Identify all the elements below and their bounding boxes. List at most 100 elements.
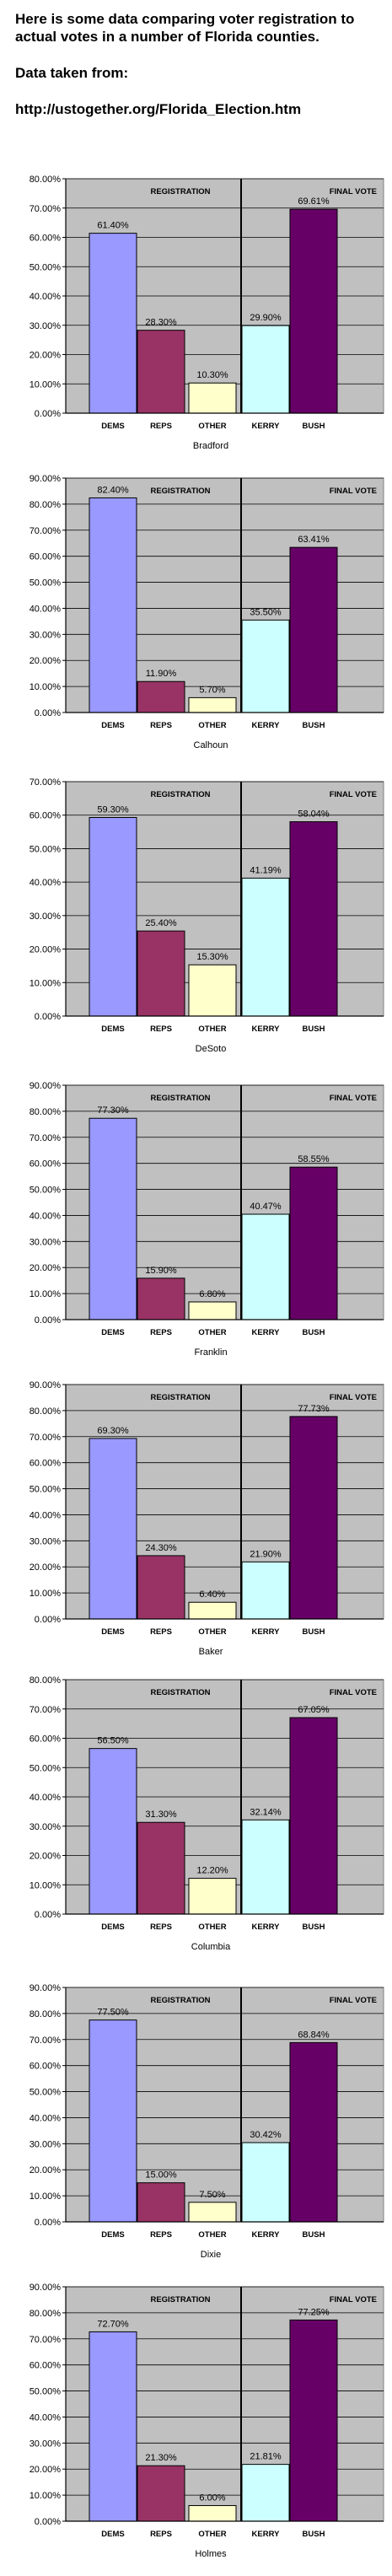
- data-label-kerry: 41.19%: [250, 865, 282, 875]
- intro-text: Here is some data comparing voter regist…: [15, 11, 355, 45]
- bar-bush: [289, 546, 338, 713]
- y-tick-label: 80.00%: [30, 2009, 62, 2019]
- y-tick-label: 30.00%: [30, 630, 62, 640]
- category-label-kerry: KERRY: [252, 1328, 281, 1337]
- y-tick-label: 60.00%: [30, 552, 62, 562]
- bar-kerry: [241, 1561, 290, 1620]
- category-label-bush: BUSH: [303, 1923, 325, 1932]
- data-label-bush: 67.05%: [298, 1705, 330, 1715]
- panel-label-registration: REGISTRATION: [150, 487, 210, 496]
- y-tick-label: 0.00%: [35, 409, 61, 419]
- panel-label-final-vote: FINAL VOTE: [330, 790, 377, 799]
- bar-reps: [137, 2182, 185, 2223]
- y-tick-label: 30.00%: [30, 1237, 62, 1247]
- data-label-dems: 77.30%: [97, 1105, 129, 1116]
- category-label-kerry: KERRY: [252, 1627, 281, 1637]
- chart-columbia: 0.00% 10.00% 20.00% 30.00% 40.00% 50.00% 60.00…: [30, 1675, 384, 1952]
- category-label-bush: BUSH: [303, 422, 325, 431]
- bar-kerry: [241, 1213, 290, 1320]
- category-label-bush: BUSH: [303, 2530, 325, 2539]
- y-tick-label: 40.00%: [30, 2113, 62, 2123]
- data-label-reps: 21.30%: [145, 2453, 177, 2463]
- y-tick-label: 90.00%: [30, 2283, 62, 2293]
- y-tick-label: 80.00%: [30, 1107, 62, 1117]
- y-tick-label: 70.00%: [30, 2335, 62, 2345]
- y-tick-label: 10.00%: [30, 1880, 62, 1890]
- category-label-kerry: KERRY: [252, 1923, 281, 1932]
- category-label-other: OTHER: [198, 2230, 226, 2240]
- data-label-other: 12.20%: [196, 1866, 228, 1876]
- y-tick-label: 10.00%: [30, 978, 62, 988]
- bar-other: [188, 2202, 237, 2223]
- category-label-reps: REPS: [150, 1923, 172, 1932]
- bar-kerry: [241, 2464, 290, 2522]
- bar-reps: [137, 680, 185, 713]
- panel-label-final-vote: FINAL VOTE: [330, 1688, 377, 1697]
- bar-reps: [137, 1555, 185, 1620]
- y-tick-label: 40.00%: [30, 878, 62, 888]
- y-tick-label: 80.00%: [30, 175, 62, 185]
- county-label: Dixie: [201, 2250, 221, 2260]
- data-label-kerry: 40.47%: [250, 1202, 282, 1212]
- chart-baker: 0.00% 10.00% 20.00% 30.00% 40.00% 50.00% 60.00…: [30, 1380, 384, 1657]
- y-tick-label: 50.00%: [30, 2387, 62, 2397]
- data-label-reps: 25.40%: [145, 918, 177, 928]
- data-label-dems: 82.40%: [97, 485, 129, 495]
- data-label-dems: 59.30%: [97, 804, 129, 815]
- chart-bradford: 0.00% 10.00% 20.00% 30.00% 40.00% 50.00% 60.00…: [30, 175, 384, 451]
- category-label-reps: REPS: [150, 2530, 172, 2539]
- category-label-kerry: KERRY: [252, 721, 281, 730]
- y-tick-label: 30.00%: [30, 321, 62, 331]
- y-tick-label: 70.00%: [30, 1433, 62, 1443]
- county-label: Franklin: [194, 1347, 227, 1358]
- bar-reps: [137, 2465, 185, 2522]
- category-label-kerry: KERRY: [252, 422, 281, 431]
- panel-label-registration: REGISTRATION: [150, 1393, 210, 1402]
- y-tick-label: 70.00%: [30, 777, 62, 788]
- bar-dems: [89, 1117, 137, 1320]
- data-label-bush: 77.25%: [298, 2307, 330, 2317]
- bar-other: [188, 1878, 237, 1915]
- data-label-kerry: 32.14%: [250, 1807, 282, 1817]
- panel-label-final-vote: FINAL VOTE: [330, 1393, 377, 1402]
- y-tick-label: 10.00%: [30, 1289, 62, 1299]
- category-label-other: OTHER: [198, 721, 226, 730]
- bar-kerry: [241, 2142, 290, 2223]
- y-tick-label: 60.00%: [30, 811, 62, 821]
- y-tick-label: 30.00%: [30, 1536, 62, 1546]
- chart-holmes: 0.00% 10.00% 20.00% 30.00% 40.00% 50.00% 60.00…: [30, 2283, 384, 2559]
- y-tick-label: 0.00%: [35, 1615, 61, 1625]
- panel-label-registration: REGISTRATION: [150, 1996, 210, 2005]
- y-tick-label: 40.00%: [30, 292, 62, 302]
- category-label-dems: DEMS: [101, 2530, 124, 2539]
- data-label-other: 15.30%: [196, 952, 228, 962]
- bar-other: [188, 382, 237, 414]
- data-label-reps: 24.30%: [145, 1543, 177, 1553]
- county-label: Columbia: [191, 1942, 231, 1952]
- category-label-other: OTHER: [198, 1627, 226, 1637]
- bar-bush: [289, 2319, 338, 2522]
- data-label-bush: 58.04%: [298, 809, 330, 819]
- bar-reps: [137, 1821, 185, 1915]
- panel-label-final-vote: FINAL VOTE: [330, 187, 377, 196]
- panel-label-registration: REGISTRATION: [150, 187, 210, 196]
- y-tick-label: 10.00%: [30, 379, 62, 390]
- bar-other: [188, 1301, 237, 1320]
- y-tick-label: 20.00%: [30, 2165, 62, 2175]
- panel-label-registration: REGISTRATION: [150, 1094, 210, 1103]
- data-label-dems: 77.50%: [97, 2008, 129, 2018]
- y-tick-label: 40.00%: [30, 1211, 62, 1221]
- y-tick-label: 0.00%: [35, 1910, 61, 1920]
- category-label-bush: BUSH: [303, 1627, 325, 1637]
- y-tick-label: 20.00%: [30, 1263, 62, 1273]
- category-label-dems: DEMS: [101, 2230, 124, 2240]
- bar-dems: [89, 233, 137, 414]
- y-tick-label: 40.00%: [30, 1510, 62, 1520]
- bar-bush: [289, 208, 338, 414]
- category-label-reps: REPS: [150, 2230, 172, 2240]
- data-label-bush: 68.84%: [298, 2030, 330, 2040]
- data-label-other: 6.40%: [199, 1589, 225, 1600]
- y-tick-label: 10.00%: [30, 2191, 62, 2202]
- y-tick-label: 40.00%: [30, 1793, 62, 1803]
- bar-reps: [137, 1277, 185, 1320]
